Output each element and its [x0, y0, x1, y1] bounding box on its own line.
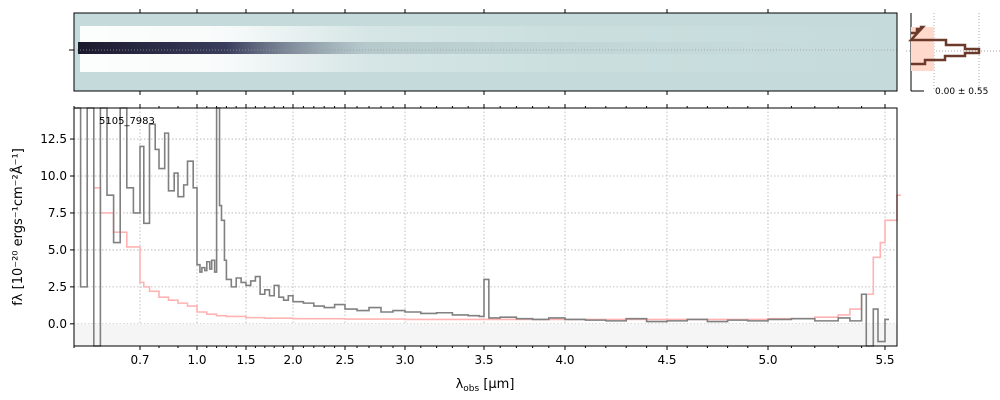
x-tick-label: 3.5: [474, 353, 493, 367]
x-tick-label: 2.5: [335, 353, 354, 367]
y-tick-label: 10.0: [40, 169, 67, 183]
2d-spectrum-trace: [78, 42, 898, 54]
x-tick-label: 1.0: [187, 353, 206, 367]
y-tick-label: 7.5: [48, 206, 67, 220]
hist-label: 0.00 ± 0.55: [935, 87, 988, 97]
x-tick-label: 1.5: [236, 353, 255, 367]
x-tick-label: 4.5: [657, 353, 676, 367]
y-tick-label: 12.5: [40, 132, 67, 146]
y-tick-label: 2.5: [48, 280, 67, 294]
x-tick-label: 5.0: [758, 353, 777, 367]
plot-area: [74, 108, 897, 346]
object-label: 5105_7983: [99, 116, 155, 127]
negative-flux-band: [74, 323, 897, 346]
residual-histogram-panel: 0.00 ± 0.55: [906, 13, 1000, 97]
plot-frame: [73, 107, 898, 347]
series-flux: [74, 107, 889, 347]
x-axis-label: λobs [μm]: [456, 377, 515, 394]
y-tick-label: 0.0: [48, 317, 67, 331]
spectrum-plot: 0.7 1.0 1.5 2.0 2.5 3.0 3.5 4.0 4.5 5.0 5.5 0.0 2.5 5…: [10, 9, 901, 394]
y-axis-label: fλ [10⁻²⁰ ergs⁻¹cm⁻²Å⁻¹]: [10, 148, 26, 306]
2d-spectrum-frame: [73, 12, 898, 92]
x-tick-label: 4.0: [555, 353, 574, 367]
x-tick-label: 2.0: [283, 353, 302, 367]
hist-step-line: [908, 25, 981, 66]
x-tick-label: 5.5: [875, 353, 894, 367]
y-tick-label: 5.0: [48, 243, 67, 257]
x-tick-label: 0.7: [130, 353, 149, 367]
2d-spectrum-panel: [69, 12, 900, 92]
x-tick-label: 3.0: [395, 353, 414, 367]
